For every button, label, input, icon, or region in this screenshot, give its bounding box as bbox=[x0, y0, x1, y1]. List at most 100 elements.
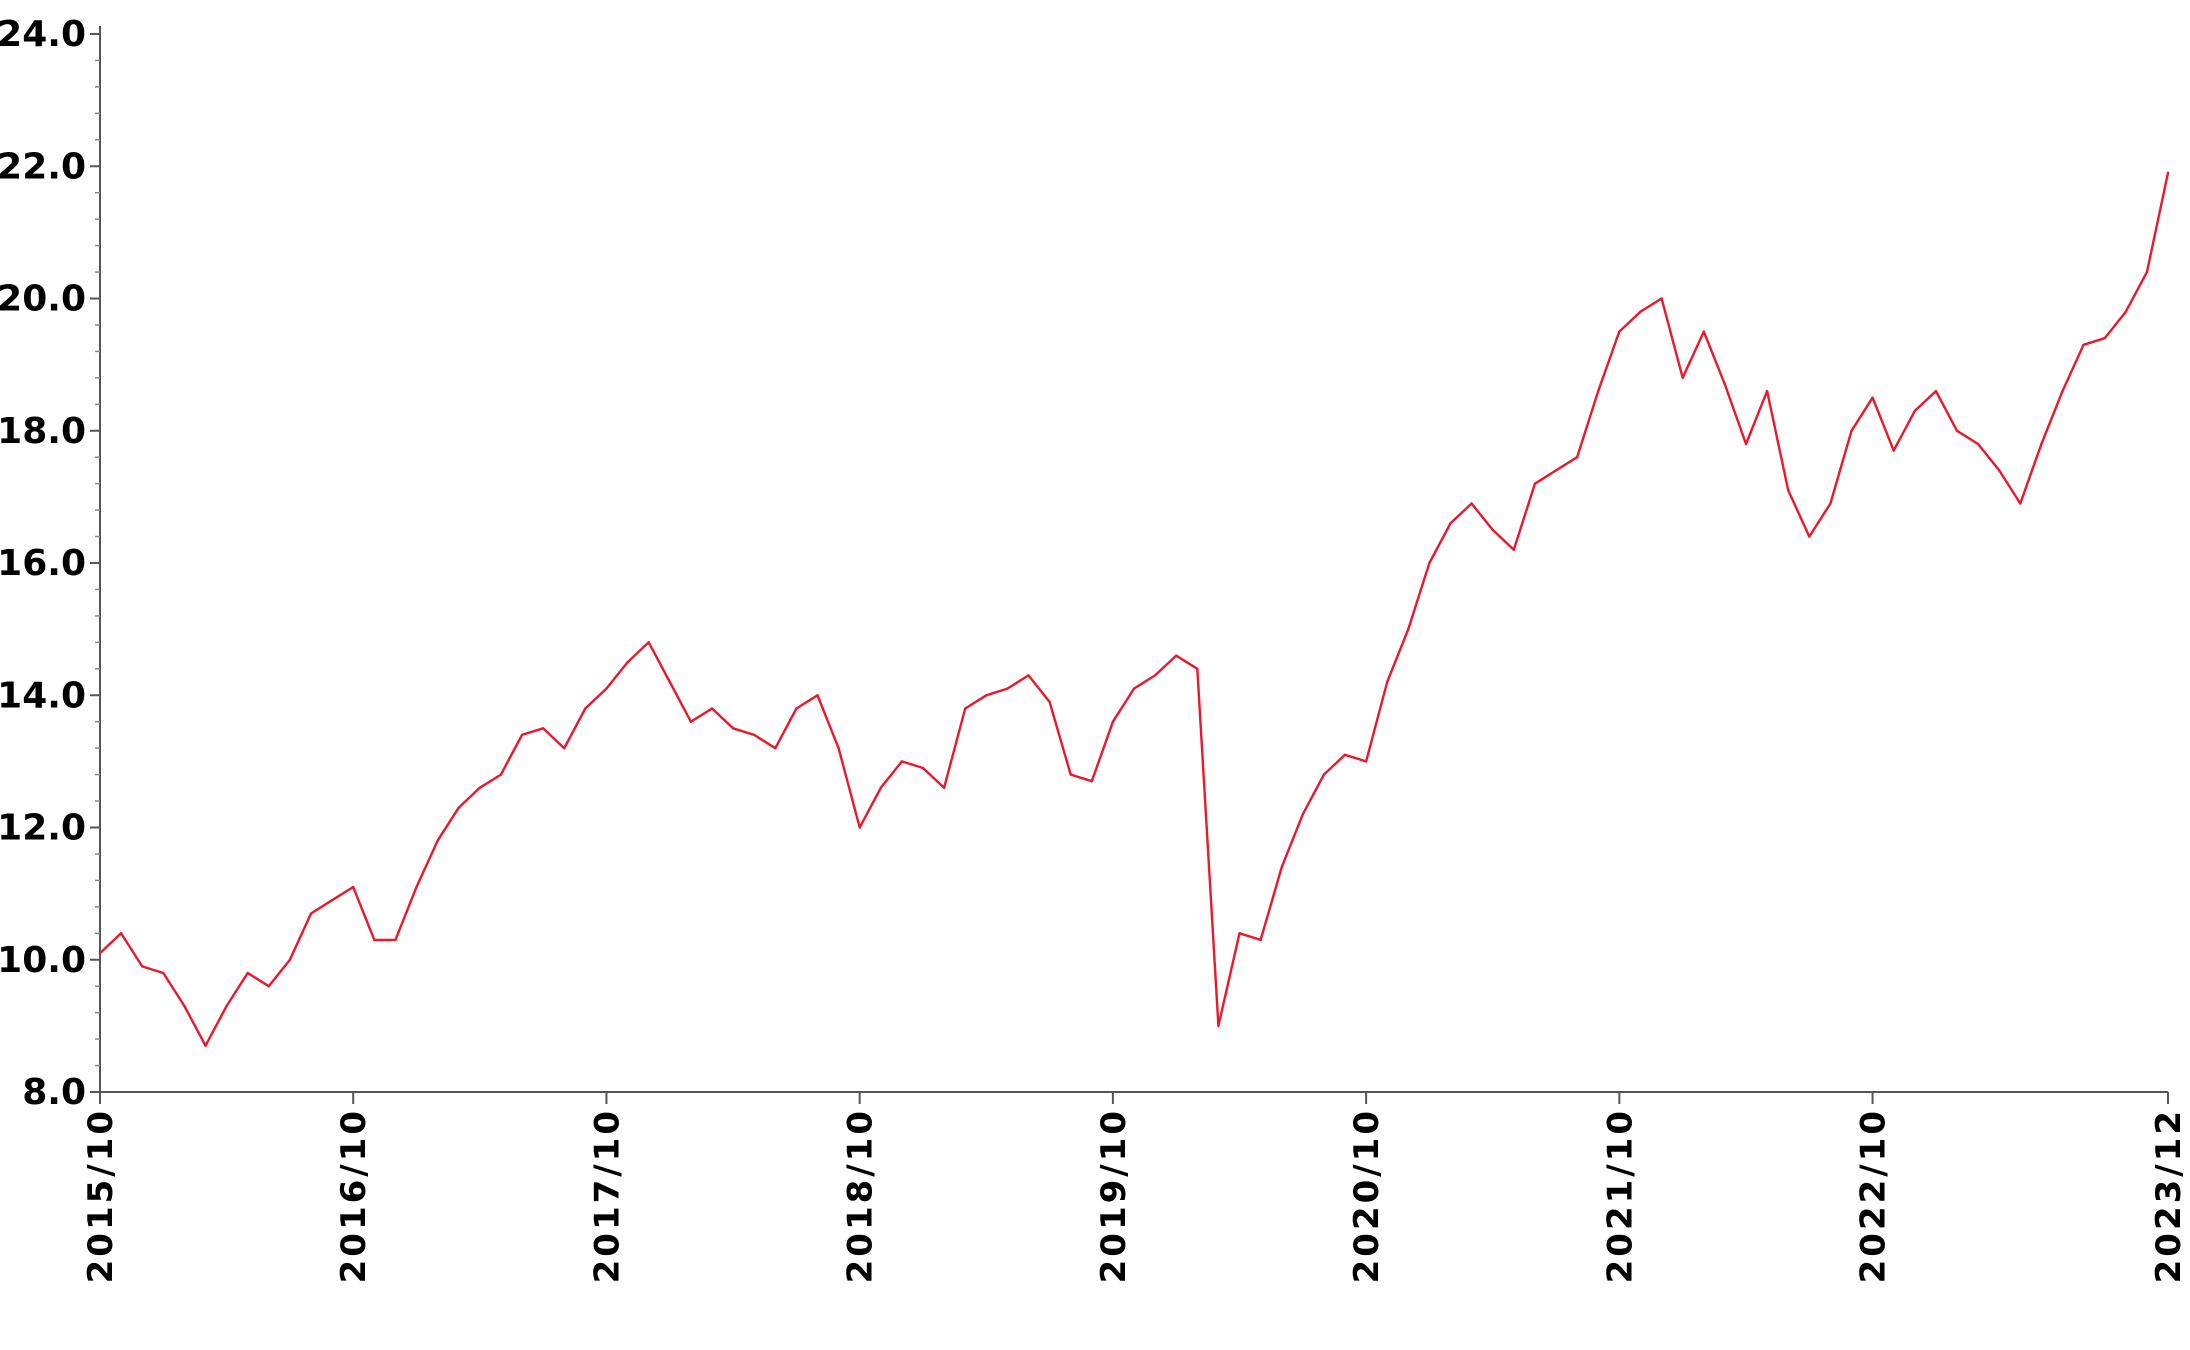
data-point bbox=[373, 938, 376, 942]
x-tick-label: 2022/10 bbox=[1854, 1108, 1894, 1283]
x-tick-label: 2019/10 bbox=[1094, 1108, 1134, 1283]
data-point bbox=[1702, 330, 1706, 333]
data-point bbox=[816, 694, 819, 697]
data-point bbox=[1765, 389, 1769, 393]
data-point bbox=[1976, 442, 1980, 446]
data-point bbox=[246, 971, 249, 975]
data-point bbox=[985, 694, 988, 697]
data-point bbox=[2082, 343, 2085, 346]
y-tick-label: 8.0 bbox=[22, 1072, 86, 1113]
data-point bbox=[837, 747, 840, 750]
data-point bbox=[1808, 535, 1811, 538]
data-point bbox=[1238, 932, 1241, 935]
data-point bbox=[1955, 429, 1959, 432]
data-point bbox=[1618, 330, 1621, 333]
x-tick-label: 2021/10 bbox=[1600, 1108, 1640, 1283]
data-point bbox=[520, 733, 524, 737]
data-point bbox=[1343, 753, 1347, 756]
data-point bbox=[1006, 687, 1009, 690]
data-point bbox=[1470, 502, 1473, 505]
data-point bbox=[1111, 720, 1115, 723]
data-point bbox=[415, 885, 418, 889]
data-point bbox=[1829, 502, 1832, 505]
x-tick-label: 2018/10 bbox=[841, 1108, 881, 1283]
data-point bbox=[1892, 449, 1895, 452]
data-point bbox=[964, 707, 967, 710]
data-point bbox=[1871, 396, 1874, 399]
data-point bbox=[710, 707, 714, 710]
data-point bbox=[668, 680, 671, 684]
x-tick-label: 2016/10 bbox=[334, 1108, 374, 1283]
data-point bbox=[1660, 297, 1663, 300]
series-line bbox=[98, 171, 2170, 1047]
data-point bbox=[1554, 469, 1558, 472]
data-point bbox=[436, 839, 439, 842]
data-point bbox=[626, 661, 629, 664]
data-point bbox=[1913, 409, 1917, 413]
data-point bbox=[774, 747, 777, 750]
data-point bbox=[352, 885, 355, 889]
data-point bbox=[478, 786, 481, 789]
data-point bbox=[162, 971, 165, 975]
x-tick-label: 2023/12 bbox=[2149, 1108, 2189, 1283]
data-point bbox=[2124, 310, 2127, 313]
data-point bbox=[1153, 674, 1157, 677]
data-point bbox=[309, 912, 313, 915]
y-tick-label: 20.0 bbox=[0, 279, 86, 320]
data-point bbox=[2166, 171, 2170, 175]
data-point bbox=[942, 786, 946, 789]
data-point bbox=[499, 773, 503, 776]
data-point bbox=[457, 806, 460, 809]
data-point bbox=[1407, 627, 1410, 631]
data-point bbox=[1428, 561, 1431, 565]
y-tick-label: 18.0 bbox=[0, 411, 86, 452]
data-point bbox=[183, 1004, 186, 1008]
data-point bbox=[2061, 389, 2064, 393]
x-tick-label: 2020/10 bbox=[1347, 1108, 1387, 1283]
data-point bbox=[563, 747, 566, 750]
data-point bbox=[584, 707, 587, 710]
y-tick-label: 12.0 bbox=[0, 808, 86, 849]
data-point bbox=[1787, 489, 1790, 492]
data-point bbox=[541, 727, 545, 730]
data-point bbox=[795, 707, 798, 710]
data-point bbox=[1491, 528, 1494, 532]
y-axis-ticks: 8.0 10.0 12.0 14.0 16.0 18.0 20.0 22.0 24.0 bbox=[0, 14, 100, 1113]
data-point bbox=[1196, 667, 1199, 670]
data-point bbox=[1322, 773, 1326, 776]
data-point bbox=[1639, 310, 1642, 313]
data-point bbox=[1280, 866, 1283, 869]
data-point bbox=[1027, 674, 1030, 677]
data-point bbox=[394, 938, 397, 942]
y-tick-label: 16.0 bbox=[0, 543, 86, 584]
data-point bbox=[1850, 429, 1853, 432]
data-point bbox=[1998, 469, 2001, 472]
axes bbox=[99, 26, 2168, 1093]
data-point bbox=[1744, 442, 1748, 446]
data-point bbox=[647, 641, 650, 644]
data-point bbox=[1069, 773, 1072, 776]
data-point bbox=[267, 985, 270, 988]
data-point bbox=[2040, 442, 2043, 446]
data-point bbox=[1259, 938, 1262, 942]
data-point bbox=[1217, 1024, 1220, 1028]
data-point bbox=[2103, 337, 2106, 340]
data-point bbox=[1449, 522, 1452, 525]
data-point bbox=[1386, 680, 1389, 684]
data-point bbox=[204, 1044, 207, 1047]
data-point bbox=[921, 766, 925, 770]
data-point bbox=[753, 733, 756, 737]
data-point bbox=[1132, 687, 1136, 690]
data-point bbox=[1934, 389, 1938, 393]
data-point bbox=[689, 720, 693, 723]
data-point bbox=[1723, 383, 1727, 386]
y-tick-label: 22.0 bbox=[0, 146, 86, 187]
data-point bbox=[605, 687, 608, 690]
data-point bbox=[141, 965, 144, 968]
data-point bbox=[2145, 270, 2149, 274]
data-point bbox=[1512, 548, 1516, 551]
data-point bbox=[98, 951, 102, 955]
data-point bbox=[1301, 813, 1305, 816]
data-point bbox=[1175, 654, 1178, 657]
